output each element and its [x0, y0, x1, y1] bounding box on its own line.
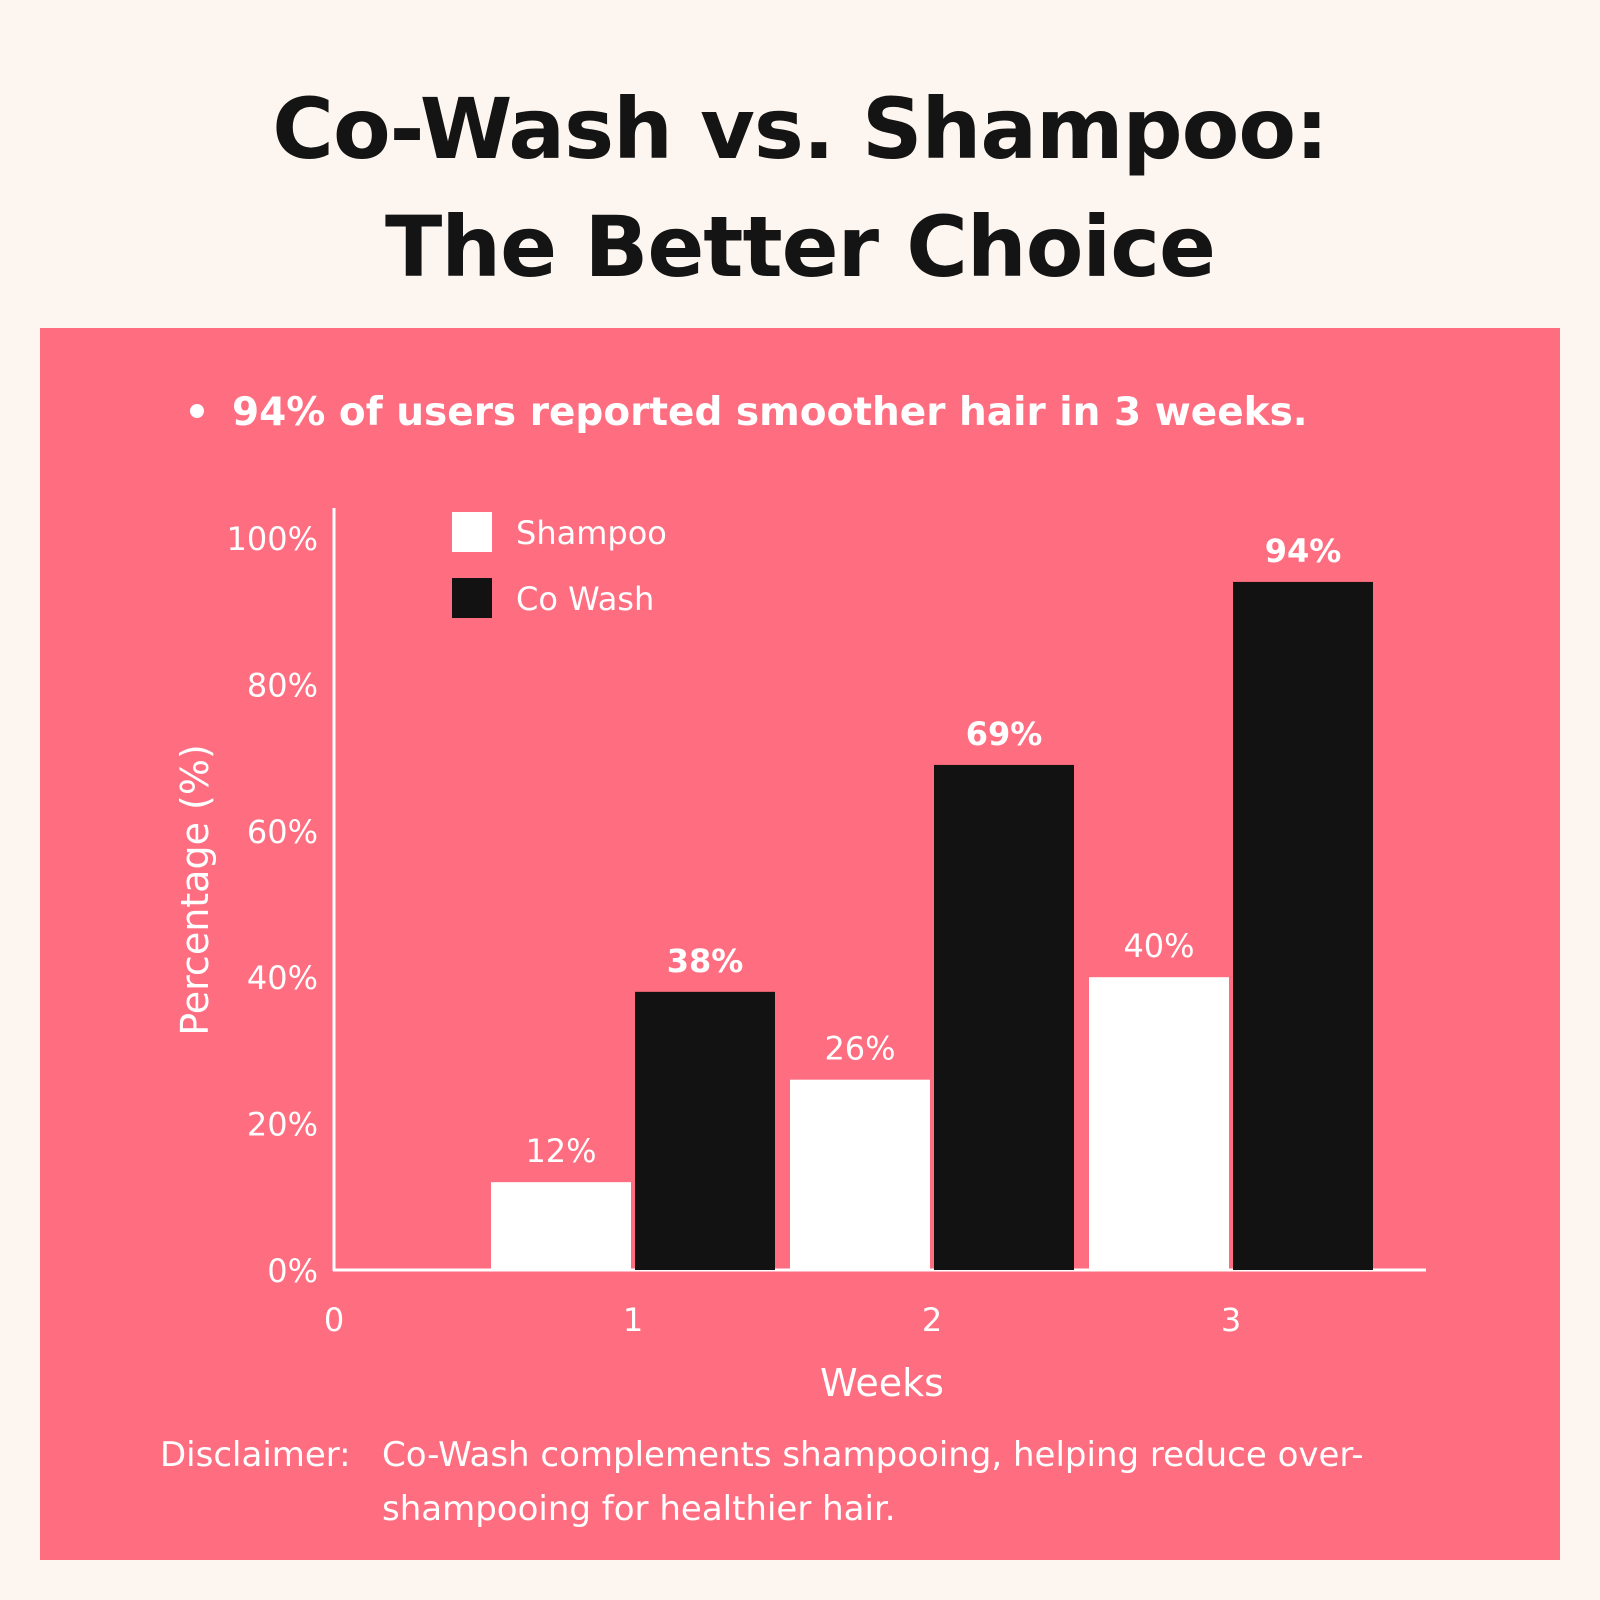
title-line-1: Co-Wash vs. Shampoo:: [272, 80, 1328, 178]
page-title: Co-Wash vs. Shampoo: The Better Choice: [0, 70, 1600, 306]
legend-label: Co Wash: [516, 580, 654, 618]
y-tick-label: 20%: [247, 1106, 318, 1144]
y-tick-label: 60%: [247, 813, 318, 851]
x-tick-label: 0: [324, 1301, 344, 1339]
y-axis-label: Percentage (%): [173, 744, 217, 1036]
highlight-bullet: 94% of users reported smoother hair in 3…: [190, 388, 1308, 438]
shampoo-data-label: 40%: [1123, 927, 1194, 965]
x-axis-label: Weeks: [820, 1361, 944, 1405]
highlight-text: 94% of users reported smoother hair in 3…: [232, 390, 1308, 435]
y-tick-label: 100%: [227, 520, 318, 558]
disclaimer-text: Co-Wash complements shampooing, helping …: [382, 1435, 1364, 1529]
y-tick-label: 40%: [247, 959, 318, 997]
x-tick-label: 3: [1221, 1301, 1241, 1339]
shampoo-data-label: 12%: [525, 1132, 596, 1170]
shampoo-data-label: 26%: [824, 1030, 895, 1068]
x-tick-label: 1: [623, 1301, 643, 1339]
co-wash-bar: [1233, 581, 1373, 1270]
legend-swatch: [452, 578, 492, 618]
legend-label: Shampoo: [516, 514, 667, 552]
co-wash-bar: [934, 764, 1074, 1270]
shampoo-bar: [491, 1182, 631, 1270]
shampoo-bar: [790, 1079, 930, 1270]
title-line-2: The Better Choice: [385, 198, 1216, 296]
co-wash-data-label: 94%: [1265, 532, 1342, 570]
legend-swatch: [452, 512, 492, 552]
co-wash-bar: [635, 991, 775, 1270]
x-tick-label: 2: [922, 1301, 942, 1339]
disclaimer-label: Disclaimer:: [160, 1435, 351, 1475]
shampoo-bar: [1089, 977, 1229, 1270]
co-wash-data-label: 38%: [667, 942, 744, 980]
y-tick-label: 80%: [247, 666, 318, 704]
y-tick-label: 0%: [267, 1252, 318, 1290]
bullet-dot-icon: [190, 403, 204, 418]
co-wash-data-label: 69%: [966, 715, 1043, 753]
